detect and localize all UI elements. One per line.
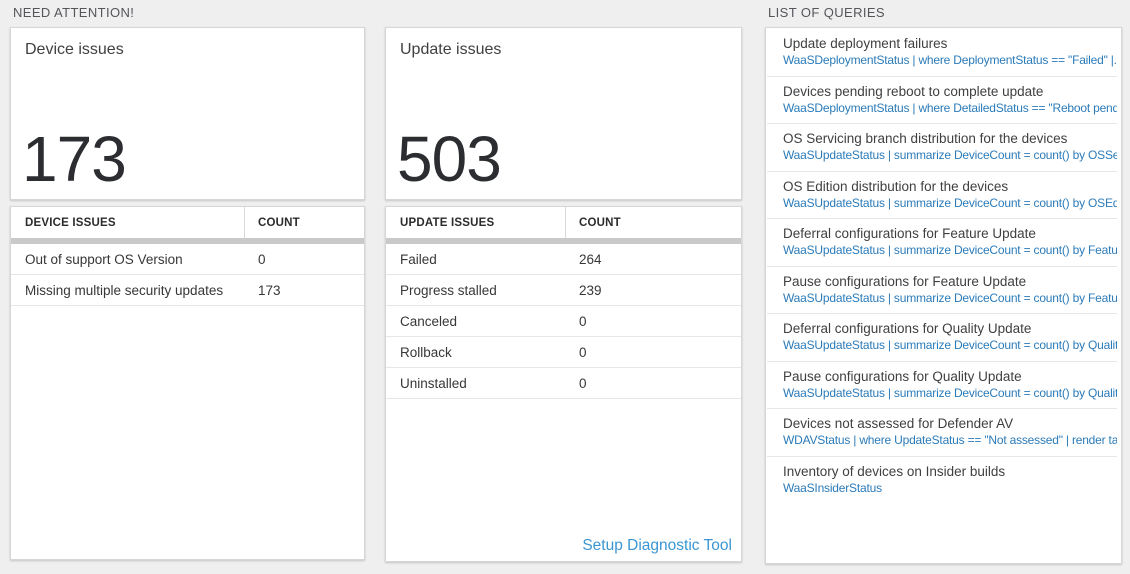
query-link[interactable]: WaaSDeploymentStatus | where DeploymentS…	[783, 53, 1117, 67]
query-title: OS Servicing branch distribution for the…	[783, 131, 1068, 146]
row-label: Progress stalled	[400, 282, 497, 298]
update-issues-table: UPDATE ISSUES COUNT Failed 264 Progress …	[385, 206, 742, 562]
query-title: Pause configurations for Feature Update	[783, 273, 1027, 289]
row-label: Failed	[400, 251, 437, 267]
query-item[interactable]: Deferral configurations for Quality Upda…	[766, 313, 1121, 361]
column-divider	[565, 207, 566, 238]
update-issues-title: Update issues	[400, 41, 502, 58]
query-link[interactable]: WaaSUpdateStatus | summarize DeviceCount…	[783, 338, 1117, 352]
table-row[interactable]: Progress stalled 239	[386, 275, 741, 306]
table-row[interactable]: Out of support OS Version 0	[11, 244, 364, 275]
row-count: 173	[258, 282, 281, 298]
horizontal-scrollbar[interactable]	[11, 238, 364, 244]
table-row[interactable]: Rollback 0	[386, 337, 741, 368]
query-link[interactable]: WaaSInsiderStatus	[783, 480, 882, 495]
query-item[interactable]: OS Edition distribution for the devices …	[766, 170, 1121, 219]
query-title: Update deployment failures	[783, 36, 948, 51]
query-title: Deferral configurations for Quality Upda…	[783, 321, 1032, 336]
table-row[interactable]: Canceled 0	[386, 306, 741, 337]
query-item[interactable]: OS Servicing branch distribution for the…	[766, 123, 1121, 171]
device-table-header-count: COUNT	[258, 216, 300, 229]
query-link[interactable]: WaaSUpdateStatus | summarize DeviceCount…	[783, 385, 1117, 400]
query-item[interactable]: Pause configurations for Feature Update …	[766, 265, 1121, 314]
device-issues-title: Device issues	[25, 41, 124, 58]
list-of-queries-section-label: LIST OF QUERIES	[768, 5, 886, 20]
query-item[interactable]: Devices pending reboot to complete updat…	[766, 75, 1121, 124]
horizontal-scrollbar[interactable]	[386, 238, 741, 244]
query-title: Pause configurations for Quality Update	[783, 368, 1022, 384]
update-issues-count: 503	[397, 123, 502, 195]
row-count: 0	[579, 344, 587, 360]
table-row[interactable]: Uninstalled 0	[386, 368, 741, 399]
query-link[interactable]: WaaSUpdateStatus | summarize DeviceCount…	[783, 195, 1117, 210]
query-title: Deferral configurations for Feature Upda…	[783, 226, 1036, 241]
update-table-header: UPDATE ISSUES COUNT	[386, 207, 741, 238]
query-title: Inventory of devices on Insider builds	[783, 463, 1006, 479]
setup-diagnostic-tool-link[interactable]: Setup Diagnostic Tool	[582, 537, 732, 554]
row-count: 0	[579, 313, 587, 329]
query-link[interactable]: WDAVStatus | where UpdateStatus == "Not …	[783, 433, 1117, 447]
row-count: 0	[579, 375, 587, 391]
table-row[interactable]: Missing multiple security updates 173	[11, 275, 364, 306]
row-label: Missing multiple security updates	[25, 282, 224, 298]
update-issues-tile[interactable]: Update issues 503	[385, 27, 742, 200]
row-label: Canceled	[400, 313, 458, 329]
query-title: OS Edition distribution for the devices	[783, 178, 1009, 194]
query-item[interactable]: Devices not assessed for Defender AV WDA…	[766, 408, 1121, 456]
query-link[interactable]: WaaSUpdateStatus | summarize DeviceCount…	[783, 243, 1117, 257]
list-of-queries-card: Update deployment failures WaaSDeploymen…	[765, 27, 1122, 564]
need-attention-section-label: NEED ATTENTION!	[13, 5, 135, 20]
query-link[interactable]: WaaSUpdateStatus | summarize DeviceCount…	[783, 290, 1117, 305]
update-table-header-issues: UPDATE ISSUES	[400, 216, 495, 229]
query-item[interactable]: Update deployment failures WaaSDeploymen…	[766, 28, 1121, 76]
device-issues-count: 173	[22, 123, 127, 195]
row-label: Rollback	[400, 344, 452, 360]
query-item[interactable]: Pause configurations for Quality Update …	[766, 360, 1121, 409]
device-issues-tile[interactable]: Device issues 173	[10, 27, 365, 200]
update-table-header-count: COUNT	[579, 216, 621, 229]
row-label: Out of support OS Version	[25, 251, 183, 267]
query-link[interactable]: WaaSDeploymentStatus | where DetailedSta…	[783, 100, 1117, 115]
table-row[interactable]: Failed 264	[386, 244, 741, 275]
query-item[interactable]: Inventory of devices on Insider builds W…	[766, 455, 1121, 504]
row-label: Uninstalled	[400, 375, 467, 391]
query-title: Devices not assessed for Defender AV	[783, 416, 1014, 431]
query-link[interactable]: WaaSUpdateStatus | summarize DeviceCount…	[783, 148, 1117, 162]
column-divider	[244, 207, 245, 238]
device-issues-table: DEVICE ISSUES COUNT Out of support OS Ve…	[10, 206, 365, 560]
query-title: Devices pending reboot to complete updat…	[783, 83, 1044, 99]
row-count: 264	[579, 251, 602, 267]
row-count: 239	[579, 282, 602, 298]
device-table-header: DEVICE ISSUES COUNT	[11, 207, 364, 238]
row-count: 0	[258, 251, 266, 267]
device-table-header-issues: DEVICE ISSUES	[25, 216, 116, 229]
query-item[interactable]: Deferral configurations for Feature Upda…	[766, 218, 1121, 266]
